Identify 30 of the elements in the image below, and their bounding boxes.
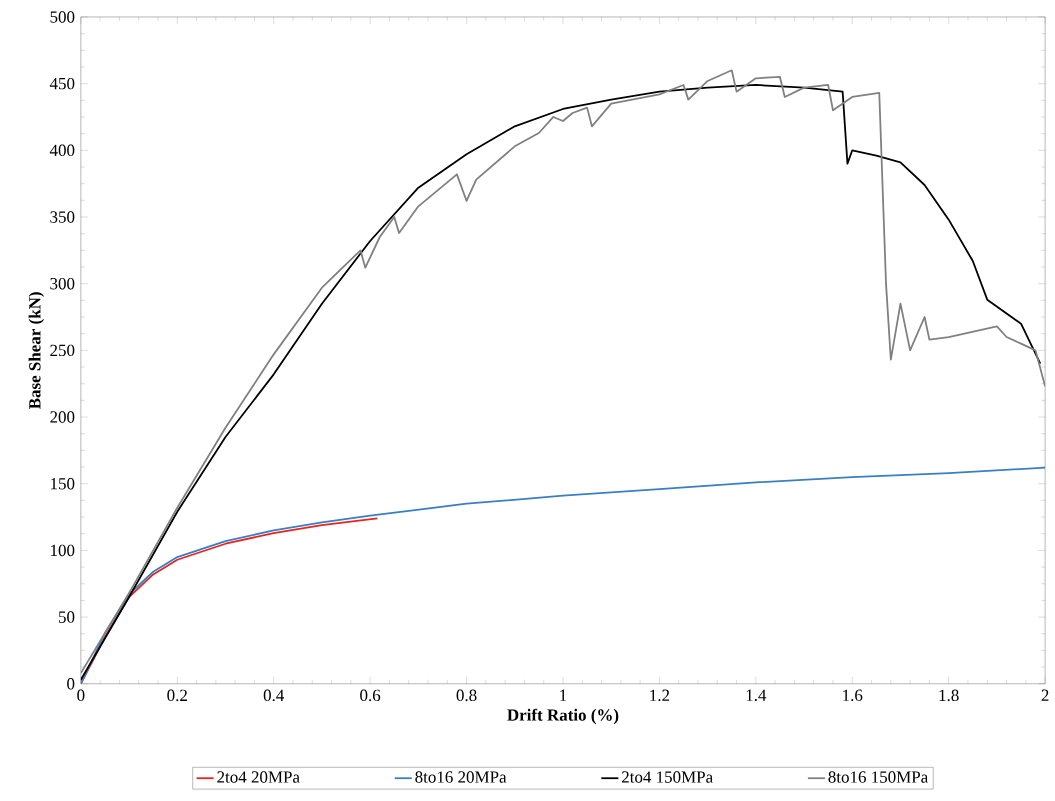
legend-label: 8to16 150MPa — [828, 771, 928, 783]
y-tick-label: 300 — [50, 278, 75, 290]
legend-label: 8to16 20MPa — [415, 771, 507, 783]
x-tick-label: 0.2 — [167, 689, 187, 702]
x-tick-label: 1.2 — [650, 689, 670, 702]
legend-label: 2to4 20MPa — [217, 771, 300, 783]
y-axis-title: Base Shear (kN) — [28, 292, 45, 410]
y-tick-label: 100 — [51, 544, 75, 557]
y-tick-label: 350 — [50, 211, 75, 223]
y-tick-label: 150 — [51, 478, 75, 490]
y-tick-label: 250 — [50, 344, 75, 357]
line-series — [80, 517, 379, 684]
line-series — [80, 467, 1046, 684]
x-tick-label: 0 — [77, 689, 85, 702]
x-tick-label: 0.4 — [263, 689, 285, 702]
x-tick-label: 1 — [560, 689, 567, 702]
x-tick-label: 1.6 — [843, 689, 863, 702]
x-tick-label: 1.4 — [746, 689, 767, 702]
x-tick-label: 1.8 — [939, 689, 959, 702]
y-tick-label: 50 — [59, 611, 75, 624]
legend-label: 2to4 150MPa — [622, 771, 713, 783]
y-tick-label: 0 — [67, 678, 75, 690]
x-tick-label: 2 — [1041, 689, 1049, 702]
y-tick-label: 500 — [50, 11, 75, 23]
x-tick-label: 0.6 — [360, 689, 381, 702]
y-tick-label: 450 — [49, 78, 75, 90]
y-tick-label: 200 — [50, 411, 75, 423]
y-tick-label: 400 — [49, 144, 75, 157]
x-tick-label: 0.8 — [456, 689, 477, 702]
x-axis-title: Drift Ratio (%) — [507, 708, 619, 725]
